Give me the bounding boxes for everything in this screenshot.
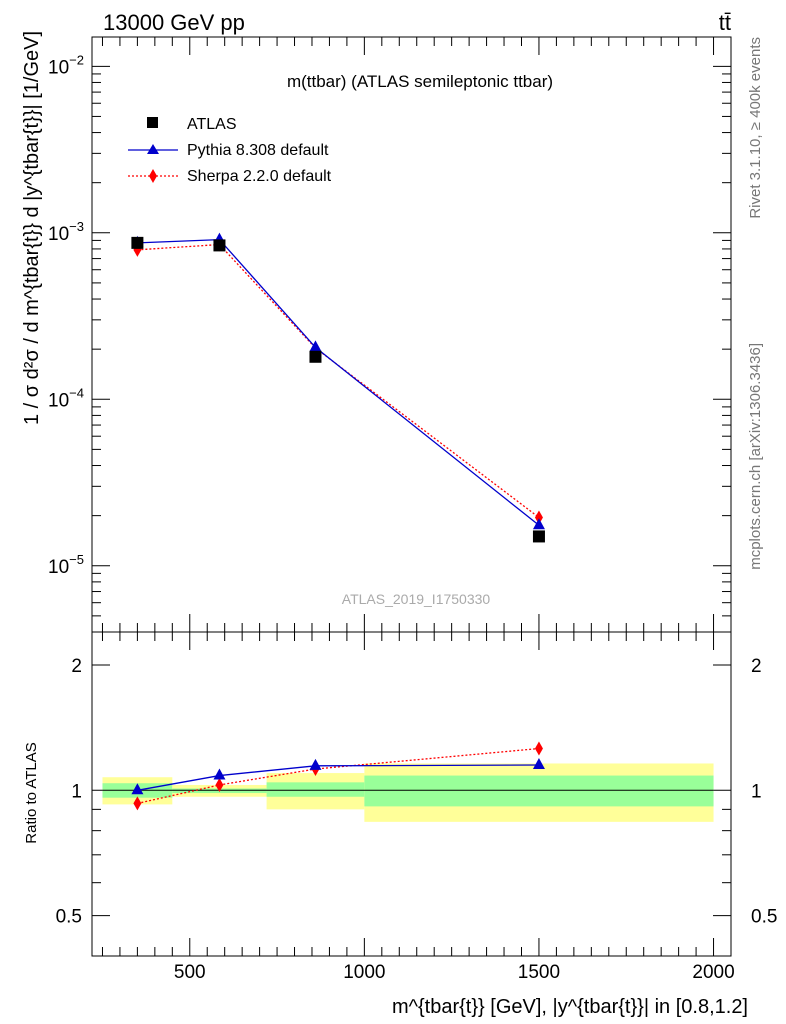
x-tick-label: 1000 bbox=[343, 962, 385, 983]
y-tick-label: 10−2 bbox=[48, 52, 84, 78]
ratio-y-tick-label: 2 bbox=[71, 656, 82, 677]
main-atlas-point bbox=[131, 236, 144, 249]
ratio-pythia-point bbox=[131, 783, 144, 795]
ratio-y-tick-label: 1 bbox=[71, 781, 82, 802]
ratio-sherpa-point bbox=[534, 741, 543, 756]
x-axis-label: m^{tbar{t}} [GeV], |y^{tbar{t}}| in [0.8… bbox=[392, 996, 748, 1018]
ratio-panel-frame bbox=[91, 631, 732, 957]
legend-sherpa-label: Sherpa 2.2.0 default bbox=[187, 168, 332, 185]
legend-atlas-label: ATLAS bbox=[187, 116, 237, 133]
main-pythia-point bbox=[532, 518, 545, 530]
stat-band-inner bbox=[266, 782, 365, 797]
ratio-y-tick-label-right: 0.5 bbox=[751, 907, 777, 928]
x-tick-label: 500 bbox=[174, 962, 206, 983]
ratio-sherpa-line bbox=[137, 747, 540, 805]
x-tick-label: 2000 bbox=[692, 962, 734, 983]
analysis-watermark: ATLAS_2019_I1750330 bbox=[342, 591, 491, 607]
ratio-pythia-line bbox=[137, 764, 539, 791]
main-y-axis-label: 1 / σ d²σ / d m^{tbar{t}} d |y^{tbar{t}}… bbox=[21, 31, 43, 425]
legend-sherpa-marker bbox=[149, 169, 157, 183]
uncertainty-bands bbox=[102, 763, 714, 822]
data-layer bbox=[131, 232, 545, 811]
main-pythia-point bbox=[309, 340, 322, 352]
stat-band-inner bbox=[364, 775, 714, 807]
legend-pythia-label: Pythia 8.308 default bbox=[187, 142, 329, 159]
ratio-y-axis-label: Ratio to ATLAS bbox=[23, 742, 40, 843]
ratio-y-tick-label-right: 1 bbox=[751, 781, 762, 802]
ratio-pythia-point bbox=[532, 758, 545, 770]
main-atlas-point bbox=[309, 350, 322, 363]
beam-label: 13000 GeV pp bbox=[103, 10, 245, 35]
rivet-label: Rivet 3.1.10, ≥ 400k events bbox=[747, 37, 764, 219]
ratio-sherpa-point bbox=[215, 777, 224, 792]
y-tick-label: 10−3 bbox=[48, 219, 84, 245]
process-label: tt̄ bbox=[719, 10, 731, 35]
plot-title: m(ttbar) (ATLAS semileptonic ttbar) bbox=[287, 72, 553, 91]
x-tick-label: 1500 bbox=[518, 962, 560, 983]
legend-atlas-marker bbox=[147, 117, 158, 128]
axes-layer: 10−2 10−3 10−4 10−5 500 1000 1500 2000 2 2 1 1 0.5 0.… bbox=[48, 37, 777, 983]
main-atlas-point bbox=[213, 239, 226, 252]
ratio-pythia-point bbox=[309, 758, 322, 770]
legend: ATLAS Pythia 8.308 default Sherpa 2.2.0 … bbox=[128, 116, 332, 185]
y-tick-label: 10−4 bbox=[48, 385, 84, 411]
main-atlas-point bbox=[532, 530, 545, 543]
ratio-y-tick-label: 0.5 bbox=[56, 907, 82, 928]
y-tick-label: 10−5 bbox=[48, 552, 84, 578]
legend-pythia-marker bbox=[147, 144, 159, 154]
main-sherpa-point bbox=[534, 510, 543, 525]
main-sherpa-line bbox=[137, 243, 540, 518]
ratio-y-tick-label-right: 2 bbox=[751, 656, 762, 677]
ratio-pythia-point bbox=[213, 768, 226, 780]
mcplots-label: mcplots.cern.ch [arXiv:1306.3436] bbox=[747, 343, 764, 570]
ratio-sherpa-point bbox=[133, 796, 142, 811]
main-pythia-line bbox=[137, 238, 540, 526]
